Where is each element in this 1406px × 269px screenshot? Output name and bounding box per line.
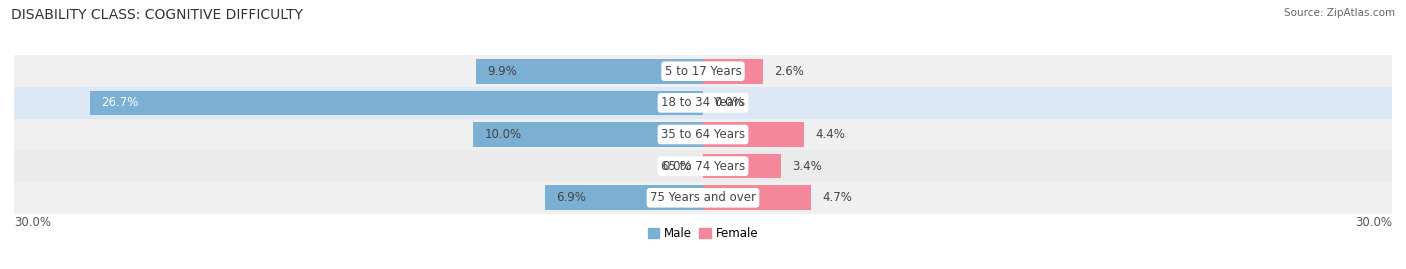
Bar bbox=[544, 185, 703, 210]
Text: 3.4%: 3.4% bbox=[793, 160, 823, 173]
Bar bbox=[703, 185, 811, 210]
Text: 10.0%: 10.0% bbox=[485, 128, 522, 141]
Bar bbox=[703, 154, 782, 179]
Text: 18 to 34 Years: 18 to 34 Years bbox=[661, 96, 745, 109]
Text: 26.7%: 26.7% bbox=[101, 96, 139, 109]
Text: 9.9%: 9.9% bbox=[486, 65, 517, 78]
Bar bbox=[474, 122, 703, 147]
Bar bbox=[475, 59, 703, 84]
Text: 4.7%: 4.7% bbox=[823, 191, 852, 204]
Text: 5 to 17 Years: 5 to 17 Years bbox=[665, 65, 741, 78]
Legend: Male, Female: Male, Female bbox=[643, 222, 763, 245]
Text: 35 to 64 Years: 35 to 64 Years bbox=[661, 128, 745, 141]
Bar bbox=[14, 87, 1392, 119]
Bar bbox=[14, 119, 1392, 150]
Text: Source: ZipAtlas.com: Source: ZipAtlas.com bbox=[1284, 8, 1395, 18]
Text: 75 Years and over: 75 Years and over bbox=[650, 191, 756, 204]
Bar bbox=[90, 90, 703, 115]
Text: 30.0%: 30.0% bbox=[1355, 216, 1392, 229]
Text: 2.6%: 2.6% bbox=[775, 65, 804, 78]
Bar bbox=[14, 55, 1392, 87]
Text: 65 to 74 Years: 65 to 74 Years bbox=[661, 160, 745, 173]
Text: 0.0%: 0.0% bbox=[662, 160, 692, 173]
Text: DISABILITY CLASS: COGNITIVE DIFFICULTY: DISABILITY CLASS: COGNITIVE DIFFICULTY bbox=[11, 8, 304, 22]
Text: 4.4%: 4.4% bbox=[815, 128, 845, 141]
Bar bbox=[14, 182, 1392, 214]
Bar bbox=[703, 59, 762, 84]
Text: 30.0%: 30.0% bbox=[14, 216, 51, 229]
Text: 6.9%: 6.9% bbox=[555, 191, 586, 204]
Bar bbox=[14, 150, 1392, 182]
Bar bbox=[703, 122, 804, 147]
Text: 0.0%: 0.0% bbox=[714, 96, 744, 109]
